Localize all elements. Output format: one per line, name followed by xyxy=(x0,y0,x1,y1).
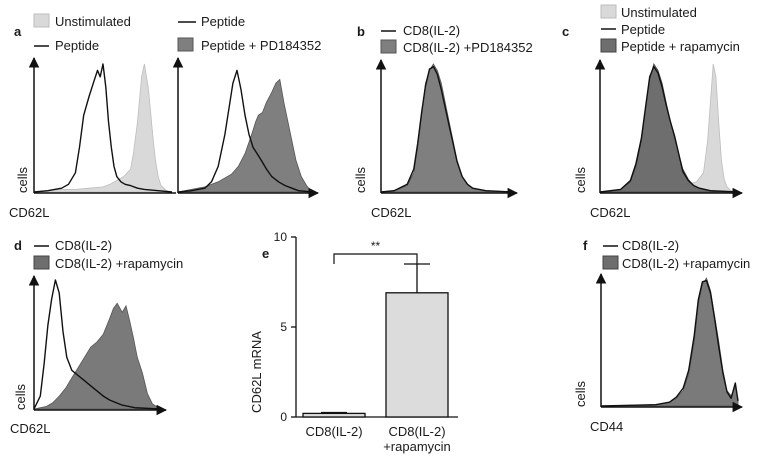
panel-e: e CD62L mRNA 0 5 10 CD8(IL-2) CD8(IL-2) +rapa… xyxy=(249,230,458,454)
panel-label-e: e xyxy=(262,246,269,261)
series-fill-cd8-il-2-rapamycin xyxy=(600,277,739,407)
significance-bracket xyxy=(333,253,418,264)
series-fill-peptide-pd184352 xyxy=(177,78,313,193)
legend-swatch-rapamycin xyxy=(600,38,617,53)
legend-label-pd184352: CD8(IL-2) +PD184352 xyxy=(403,40,533,55)
legend-label-rapamycin: CD8(IL-2) +rapamycin xyxy=(622,256,750,271)
series-line-cd8-il-2 xyxy=(600,279,739,407)
legend-label-rapamycin: CD8(IL-2) +rapamycin xyxy=(55,256,183,271)
legend-label-peptide: Peptide xyxy=(201,14,245,29)
legend-label-unstimulated: Unstimulated xyxy=(621,5,697,20)
legend-label-cd8-il2: CD8(IL-2) xyxy=(403,23,460,38)
series-fill-unstimulated xyxy=(33,63,173,193)
x-label-b: CD62L xyxy=(371,205,411,220)
panel-label-b: b xyxy=(357,24,365,39)
series-line-cd8-il-2 xyxy=(33,279,161,410)
histogram-a-right xyxy=(177,69,313,193)
legend-label-pd184352: Peptide + PD184352 xyxy=(201,38,321,53)
panel-d: d CD8(IL-2) CD8(IL-2) +rapamycin cells C… xyxy=(10,238,183,436)
panel-label-c: c xyxy=(562,24,569,39)
x-tick-label-e: CD8(IL-2) +rapamycin xyxy=(383,424,451,454)
bar-cd8-il-2 xyxy=(302,412,366,418)
legend-swatch-rapamycin xyxy=(602,255,619,270)
histogram-a-left xyxy=(33,63,173,193)
y-tick-label-e: 0 xyxy=(280,410,287,424)
panel-label-d: d xyxy=(14,238,22,253)
legend-swatch-rapamycin xyxy=(33,255,50,270)
series-fill-cd8-il-2-pd184352 xyxy=(380,63,513,193)
legend-label-unstimulated: Unstimulated xyxy=(55,14,131,29)
series-fill-cd8-il-2-rapamycin xyxy=(33,302,162,410)
histogram-d xyxy=(33,279,162,410)
panel-label-a: a xyxy=(14,24,22,39)
x-tick-label-e: CD8(IL-2) xyxy=(305,424,362,439)
panel-label-f: f xyxy=(583,238,588,253)
x-label-f: CD44 xyxy=(590,419,623,434)
x-label-c: CD62L xyxy=(590,205,630,220)
legend-swatch-unstimulated xyxy=(600,4,617,19)
y-tick-label-e: 5 xyxy=(280,320,287,334)
y-tick-label-e: 10 xyxy=(274,230,288,244)
y-label-d: cells xyxy=(13,383,28,410)
histogram-b xyxy=(380,63,513,193)
legend-label-cd8-il2: CD8(IL-2) xyxy=(622,238,679,253)
bar-chart-e: 0 5 10 CD8(IL-2) CD8(IL-2) +rapamycin ** xyxy=(274,230,458,454)
legend-label-peptide: Peptide xyxy=(55,38,99,53)
y-label-f: cells xyxy=(573,380,588,407)
panel-f: f CD8(IL-2) CD8(IL-2) +rapamycin cells C… xyxy=(573,238,750,434)
panel-c: c Unstimulated Peptide Peptide + rapamyc… xyxy=(562,4,744,220)
x-label-a-left: CD62L xyxy=(9,205,49,220)
legend-swatch-unstimulated xyxy=(33,13,50,28)
significance-label: ** xyxy=(371,239,381,253)
y-label-b: cells xyxy=(353,166,368,193)
series-line-cd8-il-2 xyxy=(380,65,513,193)
series-line-peptide xyxy=(177,69,313,193)
histogram-c xyxy=(599,63,739,193)
legend-swatch-pd184352 xyxy=(177,37,194,52)
legend-label-peptide: Peptide xyxy=(621,22,665,37)
y-label-c: cells xyxy=(573,166,588,193)
series-line-peptide xyxy=(599,65,739,193)
legend-swatch-pd184352 xyxy=(380,39,397,54)
panel-a-right: Peptide Peptide + PD184352 xyxy=(172,14,321,199)
legend-label-rapamycin: Peptide + rapamycin xyxy=(621,39,740,54)
panel-a-left: a Unstimulated Peptide cells CD62L xyxy=(9,13,176,220)
x-label-d: CD62L xyxy=(10,421,50,436)
y-label-e: CD62L mRNA xyxy=(249,331,264,413)
series-line-peptide xyxy=(33,63,173,193)
bar-cd8-il-2-rapamycin xyxy=(385,292,449,418)
legend-label-cd8-il2: CD8(IL-2) xyxy=(55,238,112,253)
y-label-a-left: cells xyxy=(15,166,30,193)
histogram-f xyxy=(600,277,739,407)
panel-b: b CD8(IL-2) CD8(IL-2) +PD184352 cells CD… xyxy=(353,23,533,220)
